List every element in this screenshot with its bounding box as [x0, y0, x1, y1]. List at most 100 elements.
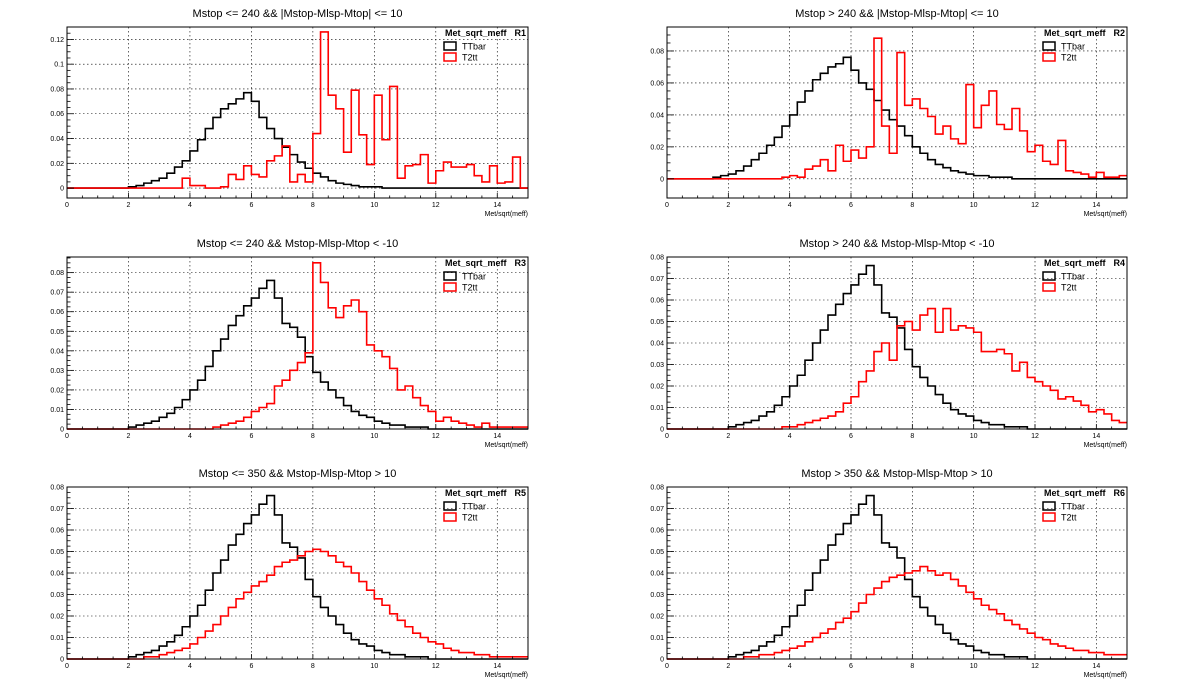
- chart-title: Mstop <= 240 && |Mstop-Mlsp-Mtop| <= 10: [193, 8, 403, 20]
- histogram-ttbar: [67, 91, 528, 189]
- x-tick-label: 8: [311, 663, 315, 670]
- x-tick-label: 10: [370, 433, 378, 440]
- chart-title: Mstop > 240 && |Mstop-Mlsp-Mtop| <= 10: [795, 8, 999, 20]
- x-tick-label: 10: [970, 663, 978, 670]
- x-tick-label: 12: [1031, 663, 1039, 670]
- legend-label-t2tt: T2tt: [1061, 283, 1077, 293]
- plot-frame: [66, 256, 529, 430]
- y-tick-label: 0.02: [650, 384, 664, 391]
- y-tick-label: 0.05: [650, 319, 664, 326]
- stats-hist-name: Met_sqrt_meff: [1044, 488, 1107, 498]
- histogram-t2tt: [67, 548, 528, 660]
- x-tick-label: 2: [127, 202, 131, 209]
- legend-label-ttbar: TTbar: [1061, 42, 1085, 52]
- legend-swatch-t2tt: [443, 512, 457, 522]
- legend-label-t2tt: T2tt: [462, 283, 478, 293]
- x-tick-label: 6: [849, 202, 853, 209]
- legend-swatch-ttbar: [1042, 271, 1056, 281]
- y-tick-label: 0.08: [50, 485, 64, 492]
- y-tick-label: 0: [660, 657, 664, 664]
- x-tick-label: 0: [665, 433, 669, 440]
- histogram-t2tt: [667, 565, 1127, 660]
- histogram-t2tt: [67, 31, 528, 189]
- x-tick-label: 4: [788, 202, 792, 209]
- x-tick-label: 10: [970, 202, 978, 209]
- y-tick-label: 0: [60, 427, 64, 434]
- x-tick-label: 0: [65, 433, 69, 440]
- y-tick-label: 0.05: [650, 549, 664, 556]
- histogram-ttbar: [667, 494, 1127, 660]
- x-tick-label: 12: [432, 433, 440, 440]
- chart-title: Mstop <= 350 && Mstop-Mlsp-Mtop > 10: [199, 468, 397, 480]
- stats-title: Met_sqrt_meff R1: [445, 28, 526, 38]
- y-tick-label: 0.12: [50, 37, 64, 44]
- y-tick-label: 0.07: [650, 276, 664, 283]
- x-axis-title: Met/sqrt(meff): [485, 211, 528, 218]
- y-tick-label: 0.07: [650, 506, 664, 513]
- x-tick-label: 14: [493, 202, 501, 209]
- x-tick-label: 14: [1092, 663, 1100, 670]
- y-tick-label: 0.06: [50, 111, 64, 118]
- x-tick-label: 0: [665, 663, 669, 670]
- y-tick-label: 0.01: [50, 407, 64, 414]
- y-tick-label: 0.06: [650, 298, 664, 305]
- y-tick-label: 0.04: [50, 136, 64, 143]
- y-tick-label: 0: [60, 657, 64, 664]
- chart-panel-6: Mstop > 350 && Mstop-Mlsp-Mtop > 10 0 2 4 6 8…: [650, 468, 1128, 679]
- x-tick-label: 2: [127, 433, 131, 440]
- y-tick-label: 0.06: [650, 80, 664, 87]
- x-tick-label: 8: [311, 202, 315, 209]
- stats-region: R4: [1113, 258, 1125, 268]
- x-tick-label: 14: [493, 433, 501, 440]
- y-tick-label: 0.03: [50, 592, 64, 599]
- x-tick-label: 2: [726, 433, 730, 440]
- x-tick-label: 4: [188, 202, 192, 209]
- legend-label-ttbar: TTbar: [462, 42, 486, 52]
- x-tick-label: 8: [910, 663, 914, 670]
- chart-title: Mstop > 240 && Mstop-Mlsp-Mtop < -10: [799, 238, 994, 250]
- x-tick-label: 12: [432, 202, 440, 209]
- legend-swatch-t2tt: [443, 52, 457, 62]
- legend-swatch-ttbar: [443, 501, 457, 511]
- chart-panel-4: Mstop > 240 && Mstop-Mlsp-Mtop < -10 0 2 4 6…: [650, 238, 1128, 449]
- stats-hist-name: Met_sqrt_meff: [1044, 258, 1107, 268]
- stats-hist-name: Met_sqrt_meff: [445, 28, 508, 38]
- chart-panel-3: Mstop <= 240 && Mstop-Mlsp-Mtop < -10 0 2 4…: [50, 238, 529, 449]
- stats-region: R5: [514, 488, 526, 498]
- y-tick-label: 0: [60, 186, 64, 193]
- legend-label-t2tt: T2tt: [1061, 513, 1077, 523]
- y-tick-label: 0.04: [650, 341, 664, 348]
- stats-title: Met_sqrt_meff R5: [445, 488, 526, 498]
- y-tick-label: 0.05: [50, 329, 64, 336]
- stats-hist-name: Met_sqrt_meff: [1044, 28, 1107, 38]
- x-tick-label: 12: [432, 663, 440, 670]
- x-tick-label: 0: [65, 663, 69, 670]
- legend-swatch-ttbar: [1042, 41, 1056, 51]
- y-tick-label: 0.02: [650, 614, 664, 621]
- stats-title: Met_sqrt_meff R3: [445, 258, 526, 268]
- y-tick-label: 0.01: [650, 635, 664, 642]
- chart-panel-5: Mstop <= 350 && Mstop-Mlsp-Mtop > 10 0 2 4 6…: [50, 468, 529, 679]
- x-tick-label: 10: [970, 433, 978, 440]
- x-axis-title: Met/sqrt(meff): [1084, 442, 1127, 449]
- legend-label-ttbar: TTbar: [1061, 502, 1085, 512]
- chart-panel-1: Mstop <= 240 && |Mstop-Mlsp-Mtop| <= 10 0…: [50, 8, 529, 218]
- x-axis-title: Met/sqrt(meff): [1084, 672, 1127, 679]
- legend-swatch-t2tt: [443, 282, 457, 292]
- x-tick-label: 6: [249, 663, 253, 670]
- legend-swatch-t2tt: [1042, 512, 1056, 522]
- y-tick-label: 0.04: [50, 348, 64, 355]
- x-tick-label: 6: [849, 663, 853, 670]
- legend-swatch-ttbar: [443, 41, 457, 51]
- stats-hist-name: Met_sqrt_meff: [445, 488, 508, 498]
- x-tick-label: 4: [188, 663, 192, 670]
- y-tick-label: 0.06: [50, 309, 64, 316]
- y-tick-label: 0.08: [50, 86, 64, 93]
- x-tick-label: 0: [65, 202, 69, 209]
- y-tick-label: 0.08: [650, 485, 664, 492]
- x-tick-label: 0: [665, 202, 669, 209]
- y-tick-label: 0.04: [650, 571, 664, 578]
- stats-title: Met_sqrt_meff R2: [1044, 28, 1125, 38]
- x-tick-label: 10: [370, 663, 378, 670]
